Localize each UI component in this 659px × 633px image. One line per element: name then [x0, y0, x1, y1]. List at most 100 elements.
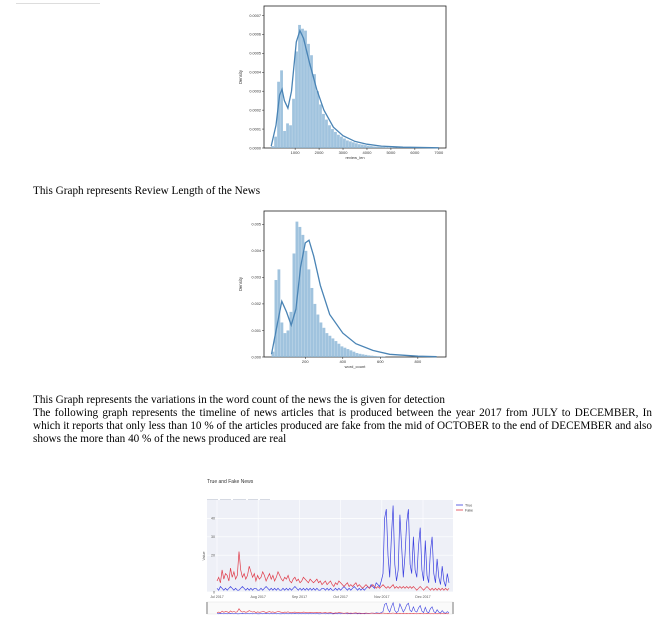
histogram-bar: [304, 30, 307, 148]
histogram-bar: [310, 55, 313, 148]
x-tick-label: 4000: [363, 150, 373, 155]
histogram-bar: [313, 74, 316, 148]
y-tick-label: 0.004: [251, 249, 261, 253]
histogram-bar: [307, 269, 311, 357]
histogram-bar: [334, 341, 338, 357]
y-tick-label: 0.0004: [249, 71, 261, 75]
y-tick-label: 0.0000: [249, 146, 261, 150]
histogram-bar: [381, 147, 385, 148]
y-tick-label: 30: [211, 535, 215, 539]
histogram-bar: [331, 338, 335, 357]
histogram-bar: [384, 147, 388, 148]
y-axis-label: Density: [238, 276, 243, 291]
range-slider-line-fake: [216, 608, 450, 615]
histogram-bar: [301, 234, 305, 357]
histogram-bar: [355, 143, 358, 148]
histogram-bar: [289, 311, 293, 357]
histogram-bar: [319, 104, 322, 148]
histogram-bar: [325, 333, 329, 357]
y-tick-label: 0.0006: [249, 33, 261, 37]
y-tick-label: 0.001: [251, 329, 261, 333]
histogram-bar: [367, 355, 371, 357]
y-tick-label: 0.000: [251, 355, 261, 359]
histogram-bar: [363, 145, 367, 148]
histogram-bar: [328, 335, 332, 357]
histogram-bar: [343, 347, 347, 357]
histogram-bar: [376, 356, 380, 357]
histogram-bar: [283, 130, 286, 148]
range-slider-handle-left: [206, 602, 208, 614]
histogram-bar: [355, 353, 359, 357]
histogram-bar: [271, 146, 274, 148]
x-tick-label: 7000: [434, 150, 444, 155]
histogram-bar: [328, 125, 331, 148]
timeline-chart: 0 20 30 40 Value Jul 2017 Aug 2017 Sep 2017 Oct …: [202, 500, 473, 615]
chart-title: True and Fake News: [207, 479, 254, 485]
histogram-bar: [280, 322, 284, 357]
y-tick-label: 0.0003: [249, 90, 261, 94]
histogram-bar: [304, 250, 308, 357]
x-tick-label: 200: [302, 359, 309, 364]
x-tick-label: 1000: [291, 150, 301, 155]
histogram-bar: [370, 355, 374, 357]
histogram-bar: [316, 91, 319, 148]
y-tick-label: 0.0001: [249, 127, 261, 131]
series-line-true: [216, 505, 450, 591]
histogram-bar: [274, 280, 278, 357]
range-slider-handle-right: [452, 602, 454, 614]
x-tick-label: 5000: [386, 150, 396, 155]
histogram-bar: [322, 113, 325, 148]
histogram-bar: [361, 354, 365, 357]
x-axis-label: review_len: [345, 155, 364, 160]
range-slider: [206, 601, 454, 615]
histogram-bar: [325, 119, 328, 148]
y-tick-label: 0.005: [251, 223, 261, 227]
histogram-bar: [369, 146, 373, 148]
caption-review-length: This Graph represents Review Length of t…: [33, 185, 261, 197]
histogram-bar: [340, 346, 344, 357]
histogram-bar: [379, 356, 383, 357]
y-axis-label: Value: [202, 552, 206, 561]
histogram-bar: [378, 146, 382, 148]
word-count-figure: 200 400 600 800 0.000 0.001 0.002 0.003 0.004 0.0…: [228, 205, 450, 373]
y-tick-label: 0: [213, 590, 215, 594]
y-tick-label: 0.002: [251, 302, 261, 306]
histogram-bar: [331, 129, 334, 148]
histogram-bar: [364, 354, 368, 357]
y-axis-label: Density: [238, 69, 243, 84]
y-tick-label: 0.0005: [249, 52, 261, 56]
histogram-bar: [387, 147, 391, 148]
histogram-bar: [295, 221, 299, 357]
histogram-bar: [372, 146, 376, 148]
histogram-bar: [274, 136, 277, 148]
histogram-bar: [340, 136, 343, 148]
histogram-bar: [277, 81, 280, 148]
page-top-fragment: [16, 0, 100, 4]
caption-word-count: This Graph represents the variations in …: [33, 394, 445, 406]
timeline-description: The following graph represents the timel…: [33, 407, 652, 445]
histogram-bar: [349, 141, 352, 148]
histogram-bar: [390, 147, 394, 148]
x-tick-label: Nov 2017: [374, 595, 389, 599]
histogram-bar: [358, 353, 362, 357]
histogram-bar: [310, 287, 314, 357]
histogram-bar: [352, 142, 355, 148]
histogram-bar: [286, 123, 289, 148]
histogram-bar: [319, 322, 323, 357]
kde-curve: [270, 239, 437, 358]
histogram-bar: [352, 351, 356, 357]
histogram-bar: [334, 131, 337, 148]
histogram-bar: [360, 144, 364, 148]
legend-label-true: True: [465, 503, 472, 507]
x-tick-label: 600: [377, 359, 384, 364]
histogram-bar: [292, 98, 295, 148]
kde-curve: [270, 28, 439, 149]
review-length-chart: 1000 2000 3000 4000 5000 6000 7000 0.0000 0.0001…: [238, 5, 447, 160]
range-slider-line-true: [216, 601, 450, 615]
histogram-bar: [337, 134, 340, 148]
y-tick-label: 0.003: [251, 276, 261, 280]
x-tick-label: Aug 2017: [251, 595, 266, 599]
histogram-bar: [373, 355, 377, 357]
histogram-bar: [346, 349, 350, 357]
x-tick-label: 6000: [410, 150, 420, 155]
